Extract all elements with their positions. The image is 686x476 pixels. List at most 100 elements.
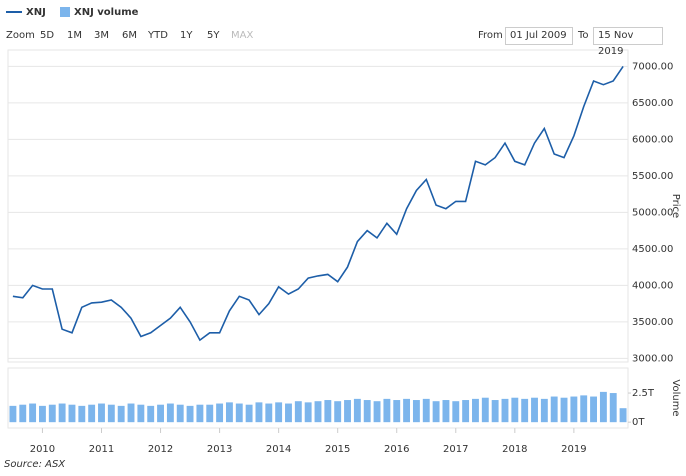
volume-bar xyxy=(88,404,96,423)
zoom-button[interactable]: 6M xyxy=(122,30,137,41)
volume-bar xyxy=(481,397,489,423)
volume-bar xyxy=(363,400,371,423)
volume-bar xyxy=(511,397,519,423)
volume-bar xyxy=(521,398,529,423)
volume-bar xyxy=(452,401,460,423)
volume-bar xyxy=(304,402,312,423)
volume-bar xyxy=(383,398,391,423)
volume-bar xyxy=(324,400,332,423)
volume-bar xyxy=(314,401,322,423)
volume-bar xyxy=(501,398,509,423)
volume-bar xyxy=(19,404,27,423)
volume-bar xyxy=(39,405,46,423)
volume-bar xyxy=(580,395,588,423)
x-tick-label: 2018 xyxy=(502,444,527,455)
volume-bar xyxy=(540,398,548,423)
legend-label: XNJ volume xyxy=(74,7,139,18)
x-tick-label: 2010 xyxy=(30,444,55,455)
y-axis-label: Volume xyxy=(670,379,681,416)
volume-bar xyxy=(285,403,292,423)
volume-bar xyxy=(373,401,381,423)
zoom-label: Zoom xyxy=(6,30,35,41)
volume-bar xyxy=(550,396,558,423)
volume-bar xyxy=(48,404,56,423)
volume-bar xyxy=(472,398,479,423)
y-tick-label: 4500.00 xyxy=(632,244,673,255)
volume-bar xyxy=(442,400,450,423)
zoom-button[interactable]: 1Y xyxy=(180,30,193,41)
zoom-button[interactable]: YTD xyxy=(148,30,168,41)
volume-bar xyxy=(107,404,115,423)
x-tick-label: 2019 xyxy=(561,444,586,455)
volume-bar xyxy=(157,404,164,423)
source: Source: ASX xyxy=(4,459,66,470)
volume-bar xyxy=(166,403,174,423)
volume-bar xyxy=(491,400,499,423)
volume-bar xyxy=(412,400,420,423)
volume-bar xyxy=(334,401,342,423)
volume-bar xyxy=(590,396,597,423)
panel xyxy=(7,49,629,363)
volume-bar xyxy=(186,405,194,423)
volume-bar xyxy=(58,403,66,423)
volume-bar xyxy=(393,400,401,423)
y-axis-label: Price xyxy=(670,194,681,218)
volume-bar xyxy=(176,404,184,423)
volume-bar xyxy=(98,403,105,423)
price-line xyxy=(12,65,624,342)
panel xyxy=(7,367,629,429)
x-tick-label: 2015 xyxy=(325,444,350,455)
zoom-button: MAX xyxy=(231,30,254,41)
volume-bar xyxy=(462,400,470,423)
volume-bar xyxy=(68,404,76,423)
volume-bar xyxy=(353,398,361,423)
volume-bar xyxy=(609,393,617,423)
volume-bar xyxy=(275,402,283,423)
y-tick-label: 7000.00 xyxy=(632,61,673,72)
volume-bar xyxy=(127,403,135,423)
x-tick-label: 2014 xyxy=(266,444,291,455)
legend-swatch xyxy=(60,7,70,17)
x-tick-label: 2013 xyxy=(207,444,232,455)
from-label: From xyxy=(478,30,503,41)
y-tick-label: 6000.00 xyxy=(632,134,673,145)
volume-bar xyxy=(619,408,627,423)
to-input[interactable]: 15 Nov 2019 xyxy=(593,27,663,57)
y-tick-label: 0T xyxy=(632,417,645,428)
x-tick-label: 2017 xyxy=(443,444,468,455)
y-tick-label: 3000.00 xyxy=(632,353,673,364)
volume-bar xyxy=(432,401,440,423)
y-tick-label: 6500.00 xyxy=(632,98,673,109)
volume-bar xyxy=(147,405,155,423)
zoom-button[interactable]: 5D xyxy=(40,30,55,41)
volume-bar xyxy=(570,396,578,423)
y-tick-label: 4000.00 xyxy=(632,280,673,291)
y-tick-label: 2.5T xyxy=(632,388,655,399)
volume-bar xyxy=(245,404,253,423)
volume-bar xyxy=(344,400,351,423)
volume-bar xyxy=(255,402,263,423)
volume-bar xyxy=(216,403,224,423)
volume-bar xyxy=(78,405,86,423)
volume-bar xyxy=(9,405,17,423)
zoom-button[interactable]: 5Y xyxy=(207,30,220,41)
volume-bar xyxy=(294,401,302,423)
volume-bar xyxy=(403,398,411,423)
zoom-button[interactable]: 3M xyxy=(94,30,109,41)
x-tick-label: 2016 xyxy=(384,444,409,455)
to-label: To xyxy=(578,30,589,41)
volume-bar xyxy=(196,404,204,423)
from-input[interactable]: 01 Jul 2009 xyxy=(505,27,573,45)
volume-bar xyxy=(560,397,568,423)
volume-bar xyxy=(422,398,430,423)
zoom-button[interactable]: 1M xyxy=(67,30,82,41)
volume-bar xyxy=(235,403,243,423)
volume-bar xyxy=(531,397,538,423)
volume-bar xyxy=(265,403,273,423)
x-tick-label: 2011 xyxy=(89,444,114,455)
volume-bar xyxy=(225,402,233,423)
x-tick-label: 2012 xyxy=(148,444,173,455)
y-tick-label: 5000.00 xyxy=(632,207,673,218)
